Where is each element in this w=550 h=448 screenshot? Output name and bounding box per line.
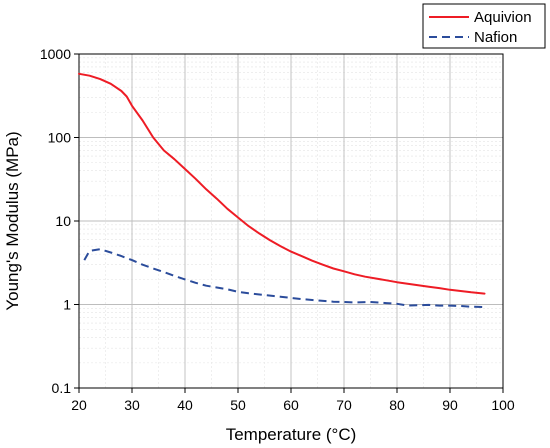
y-tick-label: 10 (55, 213, 71, 229)
x-tick-label: 80 (389, 397, 405, 413)
grid (78, 53, 504, 389)
series-lines (78, 72, 486, 309)
axis-ticks: 20 30 40 50 60 70 80 90 100 0.1 1 10 100 1000 (40, 46, 515, 413)
x-tick-label: 60 (283, 397, 299, 413)
y-tick-label: 1000 (40, 46, 71, 62)
x-axis-title: Temperature (°C) (226, 425, 357, 444)
x-tick-label: 100 (491, 397, 515, 413)
series-line-aquivion (78, 72, 486, 295)
series-line-nafion (83, 248, 485, 309)
x-tick-label: 40 (177, 397, 193, 413)
y-tick-label: 0.1 (52, 380, 72, 396)
legend: Aquivion Nafion (422, 3, 546, 49)
x-tick-label: 70 (336, 397, 352, 413)
y-axis-title: Young's Modulus (MPa) (3, 131, 22, 310)
legend-label-aquivion: Aquivion (474, 9, 532, 26)
legend-label-nafion: Nafion (474, 29, 517, 46)
x-tick-label: 20 (71, 397, 87, 413)
x-tick-label: 90 (442, 397, 458, 413)
y-tick-label: 100 (48, 130, 72, 146)
y-tick-label: 1 (63, 297, 71, 313)
legend-box (422, 3, 546, 49)
x-tick-label: 30 (124, 397, 140, 413)
x-tick-label: 50 (230, 397, 246, 413)
